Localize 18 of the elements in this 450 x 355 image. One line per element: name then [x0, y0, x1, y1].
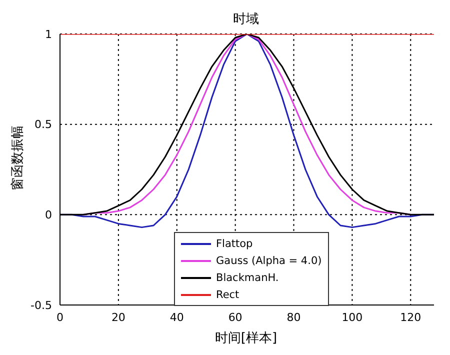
x-axis-title: 时间[样本]: [214, 330, 278, 347]
x-tick-label: 40: [170, 310, 184, 324]
y-tick-label: -0.5: [30, 298, 52, 312]
y-axis-title: 窗函数振幅: [9, 125, 26, 190]
legend-label: Gauss (Alpha = 4.0): [216, 254, 322, 266]
x-tick-label: 20: [111, 310, 126, 324]
x-tick-label: 80: [286, 310, 301, 324]
legend-label: Flattop: [216, 238, 253, 250]
x-tick-label: 120: [400, 310, 422, 324]
x-tick-label: 0: [56, 310, 64, 324]
x-tick-label: 60: [228, 310, 242, 324]
y-tick-label: 1: [45, 28, 52, 41]
y-tick-label: 0.5: [34, 118, 52, 132]
y-tick-label: 0: [45, 208, 52, 222]
chart-title: 时域: [232, 11, 260, 28]
x-tick-label: 100: [342, 310, 363, 324]
legend-label: BlackmanH.: [216, 272, 279, 284]
legend-label: Rect: [216, 288, 240, 300]
